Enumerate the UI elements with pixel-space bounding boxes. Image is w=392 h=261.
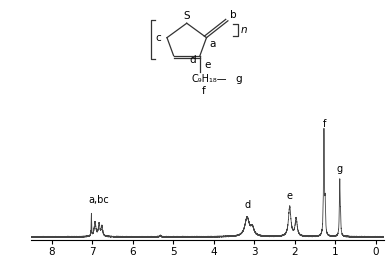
Text: e: e: [287, 191, 293, 201]
Text: g: g: [235, 74, 242, 84]
Text: S: S: [183, 11, 190, 21]
Text: b: b: [230, 10, 236, 20]
Text: d: d: [244, 200, 250, 210]
Text: a: a: [209, 39, 215, 49]
Text: g: g: [337, 164, 343, 174]
Text: e: e: [204, 60, 211, 70]
Text: a,bc: a,bc: [88, 195, 109, 205]
Text: n: n: [240, 25, 247, 35]
Text: f: f: [323, 119, 326, 129]
Text: d: d: [189, 55, 196, 66]
Text: c: c: [156, 33, 161, 43]
Text: C₉H₁₈—: C₉H₁₈—: [192, 74, 227, 84]
Text: f: f: [201, 86, 205, 96]
